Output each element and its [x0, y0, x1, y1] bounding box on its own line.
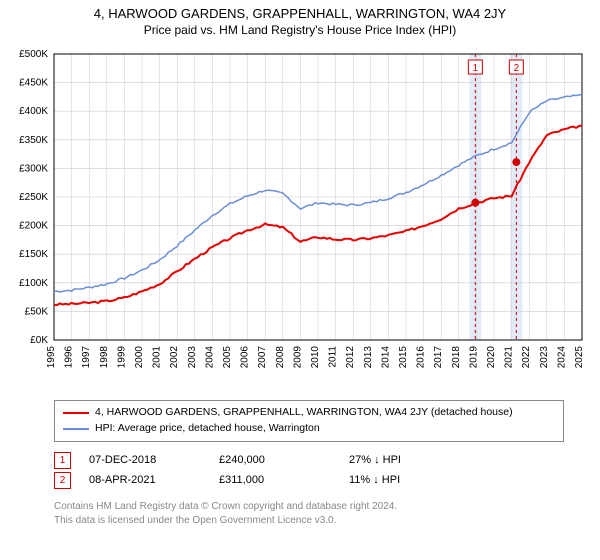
x-tick-label: 2023: [539, 346, 550, 369]
footer-attribution: Contains HM Land Registry data © Crown c…: [54, 500, 397, 527]
x-tick-label: 1996: [64, 346, 75, 369]
x-tick-label: 2017: [433, 346, 444, 369]
legend-swatch: [63, 428, 89, 430]
x-tick-label: 1998: [99, 346, 110, 369]
legend-swatch: [63, 412, 89, 414]
y-tick-label: £200K: [19, 221, 48, 232]
legend-text: HPI: Average price, detached house, Warr…: [95, 421, 320, 437]
y-tick-label: £50K: [25, 306, 49, 317]
y-tick-label: £100K: [19, 278, 48, 289]
y-tick-label: £0K: [30, 335, 48, 346]
x-tick-label: 2024: [556, 346, 567, 369]
x-tick-label: 2015: [398, 346, 409, 369]
sales-marker-box: 1: [54, 452, 71, 469]
x-tick-label: 2006: [240, 346, 251, 369]
sales-date: 07-DEC-2018: [89, 454, 219, 466]
y-tick-label: £400K: [19, 106, 48, 117]
footer-line-1: Contains HM Land Registry data © Crown c…: [54, 500, 397, 514]
x-tick-label: 2019: [468, 346, 479, 369]
title-line-1: 4, HARWOOD GARDENS, GRAPPENHALL, WARRING…: [0, 6, 600, 21]
legend-row: HPI: Average price, detached house, Warr…: [63, 421, 555, 437]
sale-marker-label: 1: [473, 63, 479, 74]
y-tick-label: £350K: [19, 135, 48, 146]
x-tick-label: 2002: [169, 346, 180, 369]
x-tick-label: 2013: [363, 346, 374, 369]
x-tick-label: 2014: [380, 346, 391, 369]
sales-date: 08-APR-2021: [89, 474, 219, 486]
x-tick-label: 2003: [187, 346, 198, 369]
y-tick-label: £300K: [19, 163, 48, 174]
sales-marker-box: 2: [54, 472, 71, 489]
legend: 4, HARWOOD GARDENS, GRAPPENHALL, WARRING…: [54, 400, 564, 442]
sales-delta: 11% ↓ HPI: [349, 474, 479, 486]
x-tick-label: 2005: [222, 346, 233, 369]
sales-price: £240,000: [219, 454, 349, 466]
chart-container: 4, HARWOOD GARDENS, GRAPPENHALL, WARRING…: [0, 0, 600, 560]
y-tick-label: £250K: [19, 192, 48, 203]
y-tick-label: £150K: [19, 249, 48, 260]
x-tick-label: 2007: [257, 346, 268, 369]
sales-row: 2 08-APR-2021£311,00011% ↓ HPI: [54, 470, 564, 490]
sales-row: 1 07-DEC-2018£240,00027% ↓ HPI: [54, 450, 564, 470]
legend-row: 4, HARWOOD GARDENS, GRAPPENHALL, WARRING…: [63, 405, 555, 421]
x-tick-label: 2025: [574, 346, 585, 369]
x-tick-label: 2011: [328, 346, 339, 368]
x-tick-label: 2021: [504, 346, 515, 369]
sales-price: £311,000: [219, 474, 349, 486]
x-tick-label: 2004: [204, 346, 215, 369]
chart-plot: £0K£50K£100K£150K£200K£250K£300K£350K£40…: [54, 48, 582, 368]
footer-line-2: This data is licensed under the Open Gov…: [54, 514, 397, 528]
x-tick-label: 1999: [116, 346, 127, 369]
title-line-2: Price paid vs. HM Land Registry's House …: [0, 23, 600, 37]
sale-marker-dot: [512, 158, 520, 166]
x-tick-label: 2020: [486, 346, 497, 369]
x-tick-label: 1997: [81, 346, 92, 369]
legend-text: 4, HARWOOD GARDENS, GRAPPENHALL, WARRING…: [95, 405, 513, 421]
sales-delta: 27% ↓ HPI: [349, 454, 479, 466]
x-tick-label: 2022: [521, 346, 532, 369]
title-block: 4, HARWOOD GARDENS, GRAPPENHALL, WARRING…: [0, 0, 600, 37]
x-tick-label: 2018: [451, 346, 462, 369]
sale-marker-label: 2: [514, 63, 520, 74]
x-tick-label: 2010: [310, 346, 321, 369]
sale-marker-dot: [471, 199, 479, 207]
x-tick-label: 2012: [345, 346, 356, 369]
sales-table: 1 07-DEC-2018£240,00027% ↓ HPI 2 08-APR-202…: [54, 450, 564, 490]
x-tick-label: 1995: [46, 346, 57, 369]
x-tick-label: 2016: [416, 346, 427, 369]
y-tick-label: £500K: [19, 49, 48, 60]
x-tick-label: 2008: [275, 346, 286, 369]
y-tick-label: £450K: [19, 78, 48, 89]
x-tick-label: 2009: [292, 346, 303, 369]
x-tick-label: 2001: [152, 346, 163, 369]
x-tick-label: 2000: [134, 346, 145, 369]
